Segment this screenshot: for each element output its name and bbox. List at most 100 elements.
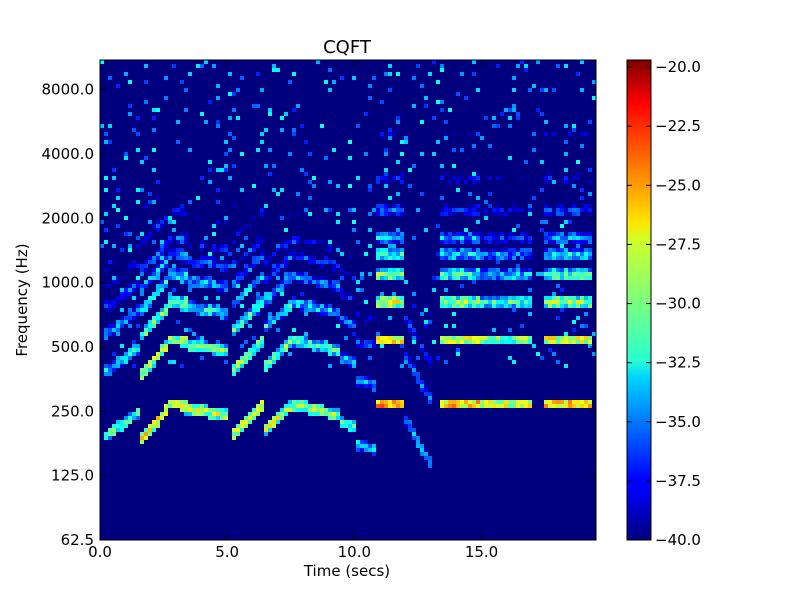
heatmap-cell bbox=[248, 308, 252, 312]
heatmap-cell bbox=[488, 296, 492, 300]
heatmap-cell bbox=[172, 288, 176, 292]
heatmap-cell bbox=[148, 260, 152, 264]
heatmap-cell bbox=[144, 432, 148, 436]
heatmap-cell bbox=[108, 368, 112, 372]
heatmap-cell bbox=[368, 448, 372, 452]
heatmap-cell bbox=[256, 260, 260, 264]
heatmap-cell bbox=[472, 248, 476, 252]
heatmap-cell bbox=[444, 208, 448, 212]
heatmap-cell bbox=[456, 188, 460, 192]
heatmap-cell bbox=[248, 252, 252, 256]
x-tick-label: 0.0 bbox=[88, 543, 112, 561]
heatmap-cell bbox=[176, 400, 180, 404]
heatmap-cell bbox=[260, 256, 264, 260]
heatmap-cell bbox=[440, 176, 444, 180]
heatmap-cell bbox=[376, 268, 380, 272]
heatmap-cell bbox=[520, 256, 524, 260]
heatmap-cell bbox=[472, 236, 476, 240]
heatmap-cell bbox=[156, 276, 160, 280]
heatmap-cell bbox=[476, 272, 480, 276]
heatmap-cell bbox=[504, 340, 508, 344]
heatmap-cell bbox=[296, 192, 300, 196]
heatmap-cell bbox=[528, 248, 532, 252]
heatmap-cell bbox=[392, 300, 396, 304]
heatmap-cell bbox=[352, 228, 356, 232]
heatmap-cell bbox=[288, 212, 292, 216]
heatmap-cell bbox=[372, 452, 376, 456]
heatmap-cell bbox=[552, 232, 556, 236]
heatmap-cell bbox=[156, 292, 160, 296]
heatmap-cell bbox=[540, 112, 544, 116]
heatmap-cell bbox=[548, 348, 552, 352]
heatmap-cell bbox=[460, 296, 464, 300]
heatmap-cell bbox=[208, 276, 212, 280]
heatmap-cell bbox=[468, 248, 472, 252]
heatmap-cell bbox=[368, 272, 372, 276]
heatmap-cell bbox=[584, 300, 588, 304]
heatmap-cell bbox=[572, 176, 576, 180]
heatmap-cell bbox=[440, 240, 444, 244]
heatmap-cell bbox=[300, 168, 304, 172]
heatmap-cell bbox=[136, 312, 140, 316]
heatmap-cell bbox=[244, 252, 248, 256]
heatmap-cell bbox=[552, 180, 556, 184]
heatmap-cell bbox=[332, 416, 336, 420]
heatmap-cell bbox=[128, 412, 132, 416]
heatmap-cell bbox=[288, 240, 292, 244]
heatmap-cell bbox=[208, 344, 212, 348]
heatmap-cell bbox=[180, 280, 184, 284]
heatmap-cell bbox=[128, 264, 132, 268]
heatmap-cell bbox=[456, 256, 460, 260]
heatmap-cell bbox=[320, 240, 324, 244]
heatmap-cell bbox=[104, 188, 108, 192]
heatmap-cell bbox=[384, 184, 388, 188]
heatmap-cell bbox=[588, 236, 592, 240]
x-axis-ticks: 0.0 5.0 10.0 15.0 bbox=[88, 60, 498, 561]
heatmap-cell bbox=[380, 204, 384, 208]
heatmap-cell bbox=[524, 252, 528, 256]
heatmap-cell bbox=[456, 248, 460, 252]
heatmap-cell bbox=[472, 144, 476, 148]
heatmap-cell bbox=[452, 272, 456, 276]
heatmap-cell bbox=[424, 392, 428, 396]
heatmap-cell bbox=[268, 428, 272, 432]
heatmap-cell bbox=[444, 212, 448, 216]
heatmap-cell bbox=[388, 136, 392, 140]
heatmap-cell bbox=[340, 424, 344, 428]
heatmap-cell bbox=[400, 232, 404, 236]
heatmap-cell bbox=[252, 408, 256, 412]
heatmap-cell bbox=[452, 312, 456, 316]
heatmap-cell bbox=[564, 400, 568, 404]
heatmap-cell bbox=[324, 156, 328, 160]
heatmap-cell bbox=[356, 124, 360, 128]
heatmap-cell bbox=[428, 456, 432, 460]
heatmap-cell bbox=[424, 456, 428, 460]
heatmap-cell bbox=[284, 228, 288, 232]
heatmap-cell bbox=[240, 292, 244, 296]
heatmap-cell bbox=[528, 404, 532, 408]
heatmap-cell bbox=[564, 232, 568, 236]
heatmap-cell bbox=[588, 268, 592, 272]
heatmap-cell bbox=[112, 360, 116, 364]
heatmap-cell bbox=[516, 400, 520, 404]
heatmap-cell bbox=[300, 280, 304, 284]
heatmap-cell bbox=[304, 140, 308, 144]
heatmap-cell bbox=[508, 108, 512, 112]
heatmap-cell bbox=[432, 288, 436, 292]
heatmap-cell bbox=[360, 384, 364, 388]
heatmap-cell bbox=[212, 412, 216, 416]
heatmap-cell bbox=[532, 132, 536, 136]
heatmap-cell bbox=[364, 376, 368, 380]
heatmap-cell bbox=[492, 252, 496, 256]
heatmap-cell bbox=[528, 204, 532, 208]
heatmap-cell bbox=[272, 356, 276, 360]
heatmap-cell bbox=[384, 404, 388, 408]
heatmap-cell bbox=[156, 356, 160, 360]
heatmap-cell bbox=[372, 344, 376, 348]
heatmap-cell bbox=[512, 108, 516, 112]
heatmap-cell bbox=[496, 260, 500, 264]
heatmap-cell bbox=[272, 268, 276, 272]
heatmap-cell bbox=[376, 256, 380, 260]
heatmap-cell bbox=[500, 248, 504, 252]
heatmap-cell bbox=[124, 292, 128, 296]
